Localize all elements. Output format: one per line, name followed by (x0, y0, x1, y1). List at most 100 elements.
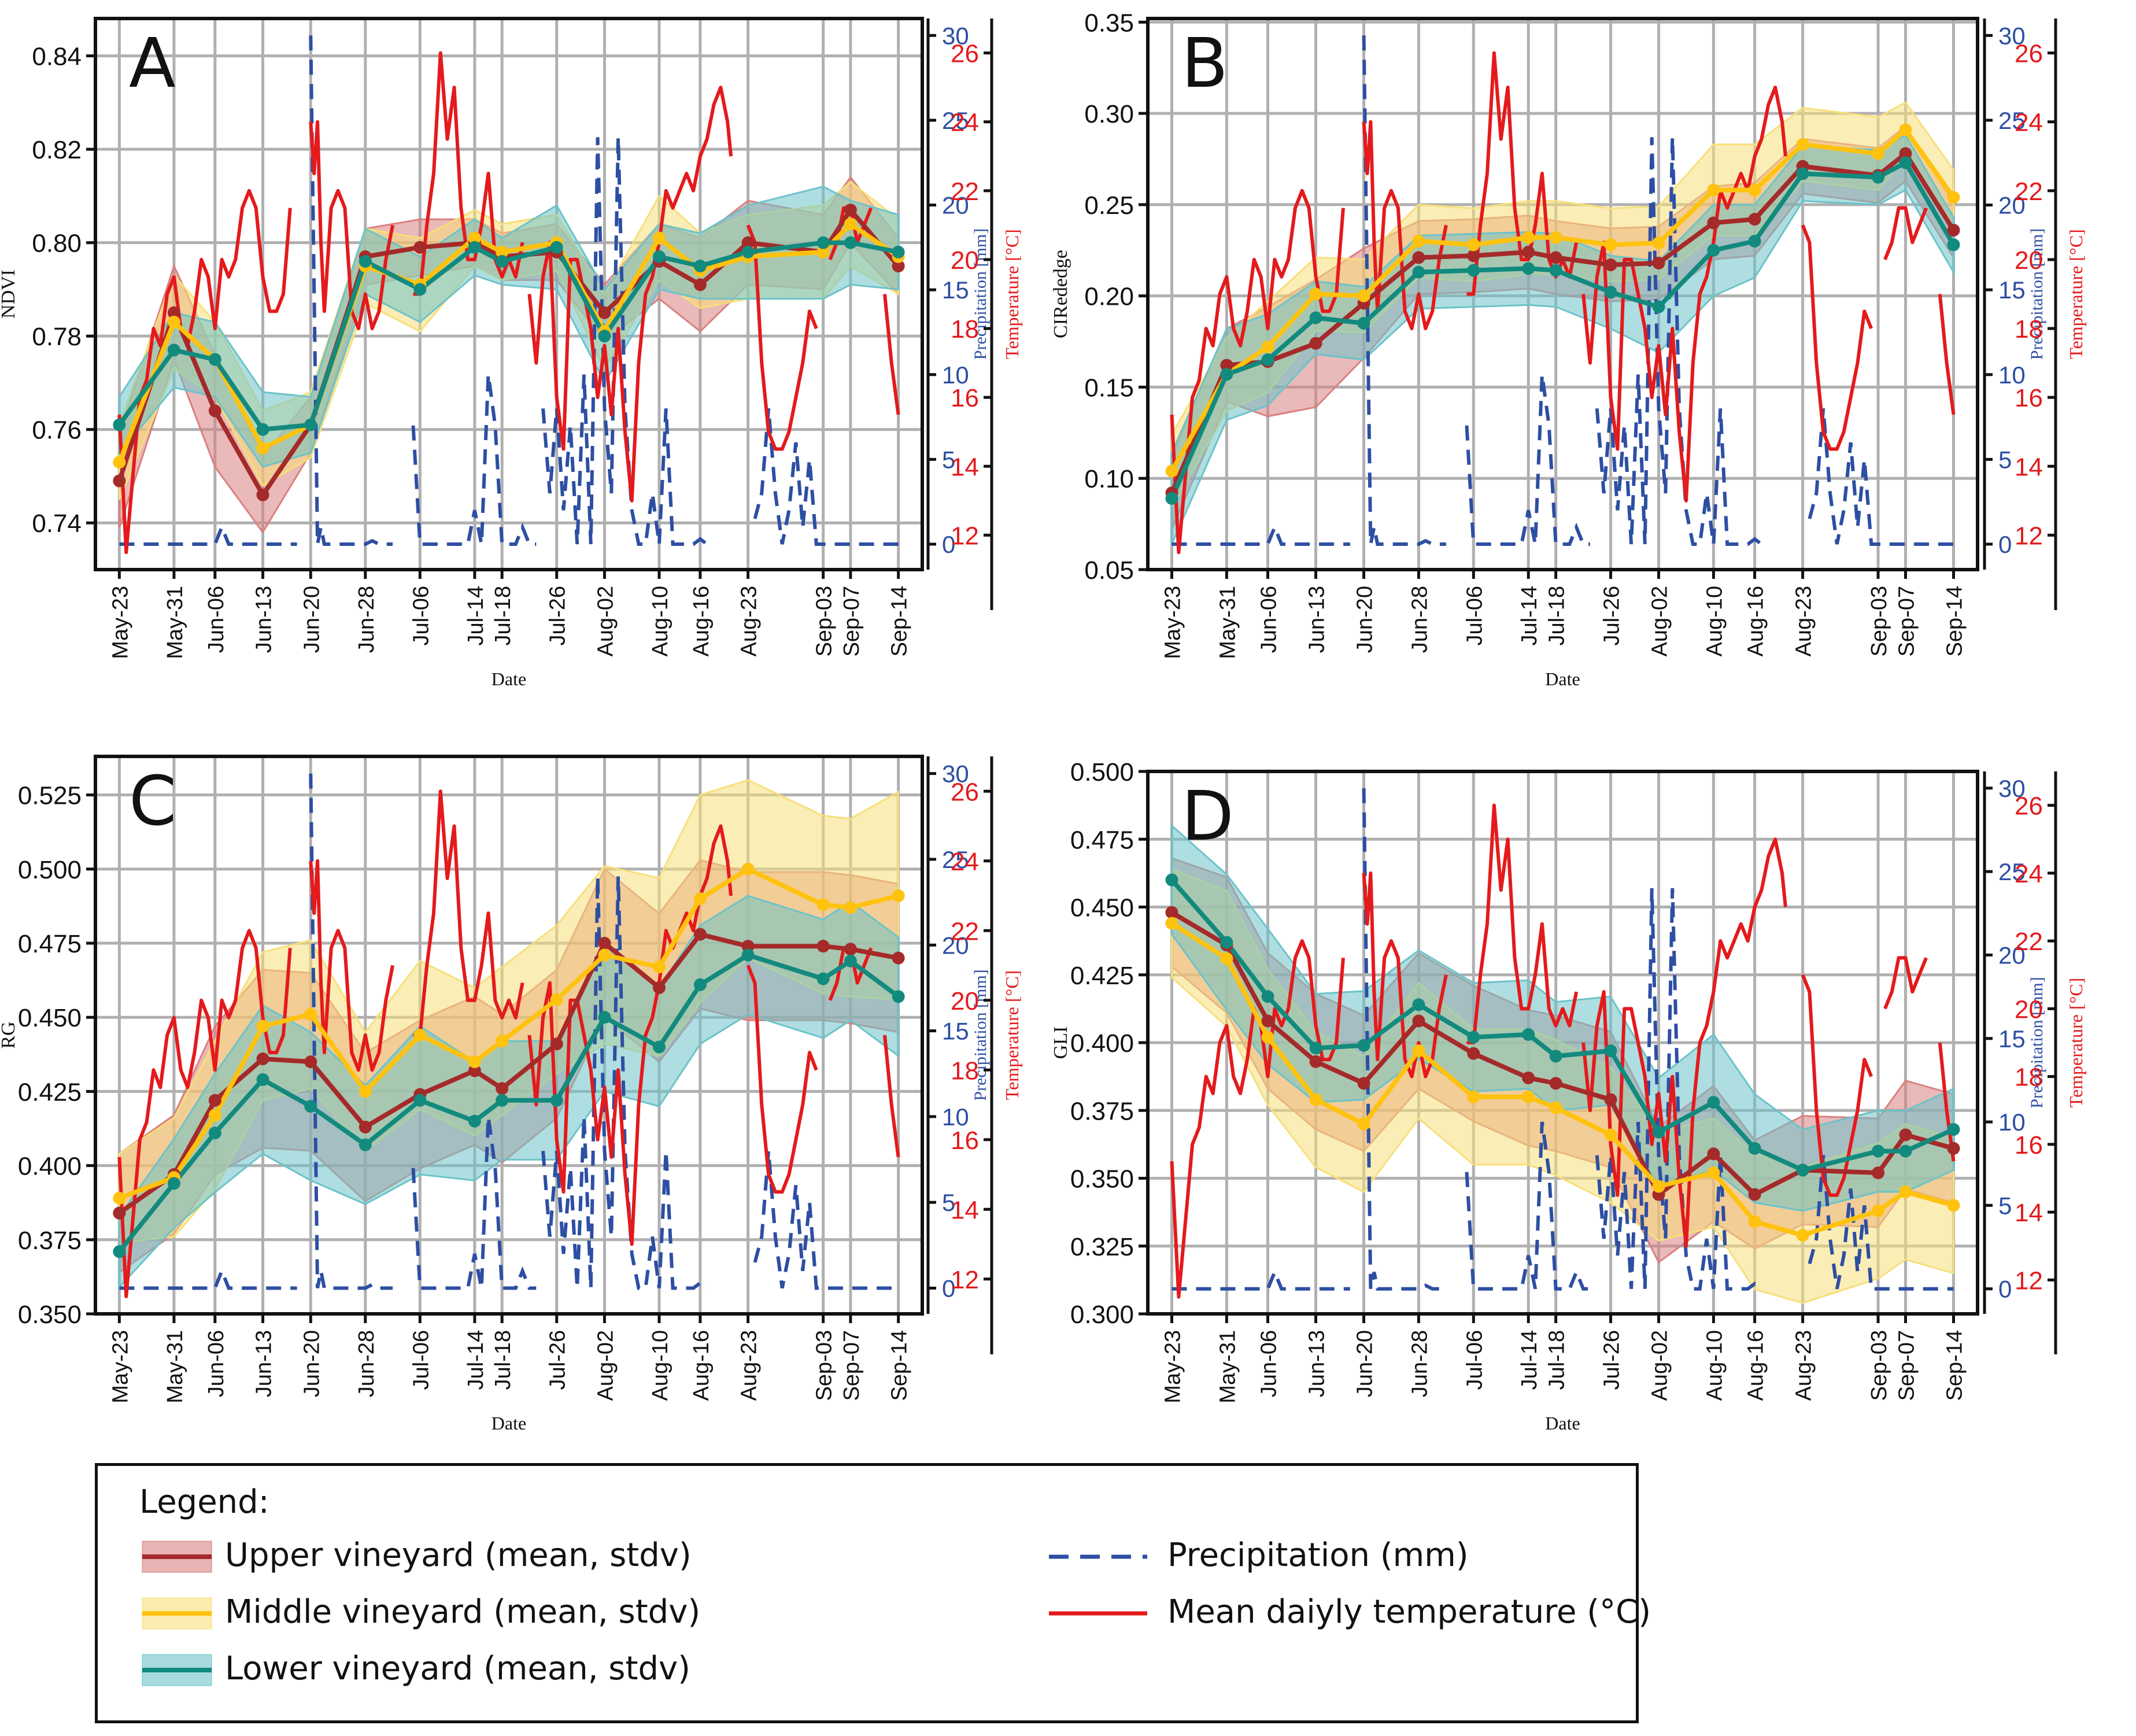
middle-point (1899, 1185, 1912, 1198)
upper-point (1947, 224, 1960, 237)
precip-tick-label: 10 (942, 1103, 969, 1131)
upper-point (304, 1055, 317, 1069)
upper-point (892, 951, 905, 965)
upper-point (1604, 258, 1617, 272)
x-tick-label: Aug-23 (737, 586, 762, 657)
upper-point (113, 474, 126, 487)
lower-point (1872, 171, 1885, 184)
x-tick-label: Jul-06 (1462, 1330, 1487, 1390)
x-tick-label: May-23 (108, 1330, 132, 1403)
y-tick-label: 0.84 (32, 43, 82, 71)
lower-point (1522, 262, 1535, 275)
middle-point (413, 1029, 427, 1041)
x-tick-label: Sep-14 (1942, 586, 1967, 657)
temp-tick-label: 16 (2015, 1131, 2043, 1159)
y-tick-label: 0.74 (32, 509, 82, 538)
x-tick-label: May-31 (163, 586, 187, 659)
temperature-line (1170, 189, 1345, 555)
middle-point (1872, 147, 1885, 160)
temp-tick-label: 12 (951, 1266, 979, 1294)
x-tick-label: Jul-18 (491, 586, 515, 646)
legend-box: Legend: Upper vineyard (mean, stdv) Midd… (95, 1463, 1651, 1723)
lower-point (208, 1126, 221, 1140)
temp-tick-label: 26 (951, 40, 979, 68)
upper-point (167, 306, 180, 319)
lower-point (1748, 1142, 1761, 1155)
upper-point (1522, 245, 1535, 258)
precip-tick-label: 20 (1998, 941, 2026, 969)
y-tick-label: 0.25 (1084, 191, 1134, 220)
lower-point (1652, 300, 1665, 313)
precip-tick-label: 30 (942, 760, 969, 788)
x-tick-label: Jun-20 (1353, 1330, 1377, 1397)
upper-point (256, 488, 269, 501)
upper-point (892, 260, 905, 273)
middle-point (816, 898, 830, 911)
y-tick-label: 0.375 (18, 1227, 82, 1255)
middle-point (1309, 1093, 1322, 1106)
precip-tick-label: 20 (942, 932, 969, 959)
upper-point (1549, 1077, 1562, 1090)
precipitation-line (1595, 137, 1763, 546)
upper-point (844, 943, 857, 956)
temp-tick-label: 18 (951, 1057, 979, 1085)
lower-point (1652, 1125, 1665, 1139)
middle-point (256, 1020, 269, 1033)
precipitation-line (541, 876, 708, 1290)
precip-tick-label: 30 (942, 22, 969, 49)
lower-point (413, 1094, 427, 1107)
x-tick-label: Jun-28 (354, 1330, 379, 1397)
x-axis-label: Date (491, 668, 526, 689)
middle-point (304, 1008, 317, 1021)
x-tick-label: Aug-16 (689, 1330, 714, 1401)
plot-frame (1146, 17, 1979, 571)
temp-tick-label: 26 (951, 778, 979, 806)
lower-point (653, 1040, 666, 1054)
x-axis-label: Date (1545, 668, 1580, 689)
lower-point (1357, 1039, 1370, 1052)
panel-letter: C (129, 761, 176, 841)
middle-point (1947, 191, 1960, 204)
y-tick-label: 0.500 (18, 856, 82, 884)
y-tick-label: 0.450 (18, 1004, 82, 1032)
precipitation-line (753, 1150, 899, 1290)
precip-tick-label: 5 (1998, 446, 2012, 473)
upper-point (1165, 906, 1178, 919)
y-tick-label: 0.400 (1070, 1029, 1134, 1058)
precipitation-line (1465, 1121, 1590, 1291)
lower-point (1899, 156, 1912, 169)
lower-point (1796, 167, 1809, 180)
y-tick-label: 0.30 (1084, 100, 1134, 128)
middle-point (167, 315, 180, 328)
upper-point (496, 1082, 509, 1095)
temp-tick-label: 14 (2015, 1199, 2043, 1227)
lower-point (468, 241, 481, 254)
lower-point (1522, 1028, 1535, 1041)
temperature-line (309, 859, 395, 1072)
middle-point (653, 961, 666, 974)
y-tick-label: 0.35 (1084, 9, 1134, 37)
precipitation-line (411, 1116, 537, 1290)
precip-tick-label: 30 (1998, 775, 2026, 802)
x-tick-label: Jun-06 (204, 1330, 228, 1397)
x-tick-label: Sep-03 (812, 586, 837, 657)
middle-point (1261, 1030, 1274, 1044)
x-tick-label: Sep-14 (1942, 1330, 1967, 1401)
x-tick-label: Jul-26 (1600, 1330, 1624, 1390)
x-tick-label: Jul-06 (409, 586, 433, 646)
upper-point (1549, 251, 1562, 264)
lower-stdv-band (118, 895, 900, 1290)
lower-point (496, 254, 509, 268)
precipitation-line (1595, 888, 1763, 1291)
precipitation-line (1808, 408, 1954, 546)
lower-point (741, 245, 755, 258)
x-tick-label: Jun-13 (1305, 1330, 1329, 1397)
temperature-line (1581, 86, 1787, 503)
legend-title: Legend: (139, 1483, 269, 1521)
lower-point (1165, 492, 1178, 505)
middle-point (1309, 287, 1322, 301)
lower-point (167, 1177, 180, 1190)
precip-tick-label: 10 (1998, 361, 2026, 389)
middle-point (1467, 238, 1480, 252)
